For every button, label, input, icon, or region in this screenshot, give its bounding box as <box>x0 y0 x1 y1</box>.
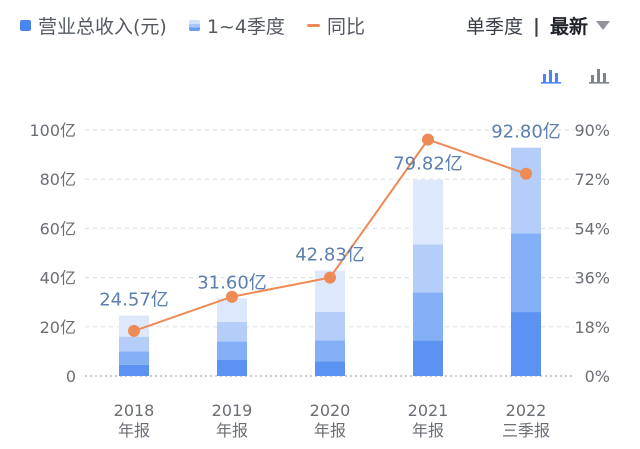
x-tick-label: 2021 <box>408 401 449 420</box>
yoy-point <box>422 133 434 146</box>
bar-segment-q2 <box>315 340 345 362</box>
bar-segment-q3 <box>217 321 247 342</box>
legend-quarters-label: 1~4季度 <box>206 16 285 38</box>
bar-segment-q1 <box>217 360 247 376</box>
bar-chart-icon[interactable] <box>588 66 610 88</box>
bar-segment-q1 <box>511 312 541 376</box>
chart-controls: 单季度 | 最新 <box>466 12 610 39</box>
yoy-point <box>520 167 532 180</box>
y-left-tick-label: 100亿 <box>29 121 76 140</box>
x-tick-label: 年报 <box>118 421 150 440</box>
x-tick-label: 2018 <box>114 401 155 420</box>
yoy-point <box>226 290 238 303</box>
legend-revenue-label: 营业总收入(元) <box>38 16 167 38</box>
y-right-tick-label: 0% <box>585 367 610 386</box>
revenue-swatch <box>20 20 31 31</box>
bar-segment-q4 <box>217 298 247 322</box>
yoy-point <box>324 271 336 284</box>
sort-selector[interactable]: 最新 <box>549 16 588 38</box>
x-tick-label: 年报 <box>216 421 248 440</box>
stacked-bar-chart-icon[interactable] <box>540 66 562 88</box>
y-right-tick-label: 90% <box>574 121 610 140</box>
x-tick-label: 三季报 <box>502 421 550 440</box>
y-right-tick-label: 54% <box>574 219 610 238</box>
bar-segment-q2 <box>217 341 247 361</box>
bar-segment-q2 <box>413 292 443 341</box>
x-tick-label: 年报 <box>314 421 346 440</box>
bar-segment-q2 <box>119 351 149 365</box>
legend-item-quarters[interactable]: 1~4季度 <box>188 12 285 39</box>
bar-segment-q2 <box>511 233 541 313</box>
bar-segment-q3 <box>315 312 345 341</box>
x-tick-label: 2020 <box>310 401 351 420</box>
controls-separator: | <box>533 14 540 37</box>
y-left-tick-label: 40亿 <box>40 269 76 288</box>
legend-item-yoy[interactable]: 同比 <box>306 12 365 39</box>
y-right-tick-label: 36% <box>574 269 610 288</box>
bar-total-label: 31.60亿 <box>197 272 267 293</box>
bar-segment-q1 <box>413 340 443 376</box>
yoy-swatch <box>306 24 320 27</box>
x-tick-label: 2019 <box>212 401 253 420</box>
bar-total-label: 92.80亿 <box>491 122 561 143</box>
bar-segment-q3 <box>511 147 541 234</box>
yoy-point <box>128 324 140 337</box>
y-left-tick-label: 80亿 <box>40 170 76 189</box>
legend-yoy-label: 同比 <box>326 16 365 38</box>
bar-segment-q1 <box>315 361 345 376</box>
y-left-tick-label: 20亿 <box>40 318 76 337</box>
x-tick-label: 年报 <box>412 421 444 440</box>
y-right-tick-label: 72% <box>574 170 610 189</box>
legend-item-revenue[interactable]: 营业总收入(元) <box>20 12 167 39</box>
bar-segment-q3 <box>413 244 443 293</box>
chevron-down-icon[interactable] <box>596 21 610 30</box>
bar-segment-q1 <box>119 364 149 376</box>
bar-total-label: 42.83亿 <box>295 245 365 266</box>
bar-total-label: 79.82亿 <box>393 154 463 175</box>
bar-total-label: 24.57亿 <box>99 290 169 311</box>
view-mode-toggle[interactable]: 单季度 <box>466 16 524 38</box>
y-left-tick-label: 0 <box>66 367 76 386</box>
y-left-tick-label: 60亿 <box>40 219 76 238</box>
chart-legend: 营业总收入(元) 1~4季度 同比 <box>20 12 387 39</box>
x-tick-label: 2022 <box>506 401 547 420</box>
quarters-swatch <box>188 20 200 31</box>
bar-segment-q4 <box>413 179 443 245</box>
y-right-tick-label: 18% <box>574 318 610 337</box>
bar-segment-q3 <box>119 336 149 352</box>
